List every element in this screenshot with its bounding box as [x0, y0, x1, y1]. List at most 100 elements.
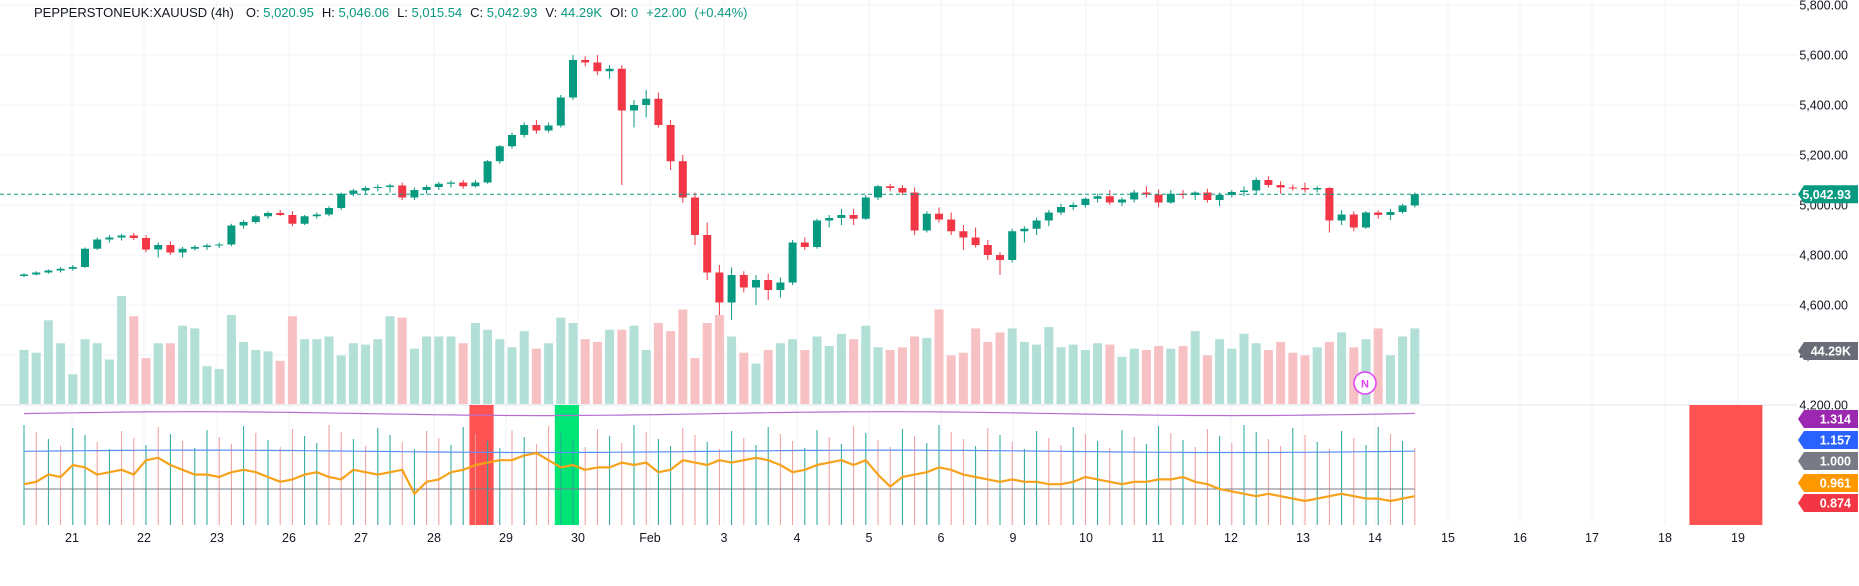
- candle-body: [251, 216, 260, 222]
- candle-body: [837, 215, 846, 218]
- volume-bar: [43, 320, 53, 404]
- time-tick-label: 30: [571, 531, 585, 545]
- oi-label: OI:: [610, 5, 628, 20]
- time-tick-label: 14: [1368, 531, 1382, 545]
- candle-body: [1276, 185, 1285, 188]
- volume-bar: [178, 325, 188, 404]
- candle-body: [1008, 231, 1017, 260]
- candle-body: [849, 215, 858, 219]
- candle-body: [93, 239, 102, 249]
- volume-bar: [458, 343, 468, 404]
- time-tick-label: 29: [499, 531, 513, 545]
- volume-bar: [361, 344, 371, 404]
- time-tick-label: 3: [721, 531, 728, 545]
- volume-bar: [153, 343, 163, 404]
- candle-body: [361, 188, 370, 191]
- volume-bar: [751, 363, 761, 404]
- candle-body: [1166, 193, 1175, 203]
- candle-body: [703, 235, 712, 273]
- candle-body: [1191, 192, 1200, 195]
- volume-bar: [629, 325, 639, 404]
- middle-band-line: [23, 449, 1415, 454]
- volume-bar: [678, 309, 688, 404]
- low-label: L:: [397, 5, 408, 20]
- candle-body: [483, 161, 492, 183]
- volume-bars: [19, 296, 1420, 404]
- close-label: C:: [470, 5, 484, 20]
- candle-body: [337, 193, 346, 208]
- volume-bar: [1312, 347, 1322, 404]
- volume-bar: [824, 345, 834, 404]
- volume-bar: [1190, 331, 1200, 404]
- volume-bar: [287, 316, 297, 404]
- candle-body: [520, 125, 529, 135]
- candle-body: [1032, 220, 1041, 229]
- candle-body: [983, 245, 992, 255]
- oscillator-badge-shape: [1798, 452, 1858, 470]
- volume-bar: [946, 355, 956, 404]
- volume-bar: [1032, 344, 1042, 404]
- close-value: 5,042.93: [486, 5, 538, 20]
- time-tick-label: 12: [1224, 531, 1238, 545]
- time-tick-label: 13: [1296, 531, 1310, 545]
- volume-bar: [226, 314, 236, 404]
- volume-bar: [1141, 350, 1151, 404]
- volume-bar: [56, 343, 66, 404]
- price-candles[interactable]: [20, 55, 1419, 320]
- volume-bar: [666, 331, 676, 404]
- time-tick-label: Feb: [639, 531, 661, 545]
- candle-body: [349, 190, 358, 194]
- candle-body: [654, 98, 663, 125]
- volume-bar: [580, 339, 590, 404]
- volume-bar: [1227, 348, 1237, 404]
- candle-body: [691, 197, 699, 235]
- time-axis[interactable]: 21 22 23 26 27 28 29 30 Feb 3 4 5 6 9 10 11 12 13 14 15 16 17…: [65, 531, 1745, 545]
- volume-bar: [129, 316, 139, 404]
- candle-body: [556, 97, 565, 126]
- open-value: 5,020.95: [263, 5, 314, 20]
- time-tick-label: 28: [427, 531, 441, 545]
- candle-body: [678, 161, 687, 198]
- symbol-legend: PEPPERSTONEUK:XAUUSD (4h) O: 5,020.95 H:…: [34, 5, 747, 20]
- candle-body: [312, 214, 321, 217]
- volume-bar: [1300, 355, 1310, 404]
- candle-body: [581, 60, 590, 63]
- news-badge[interactable]: N: [1353, 371, 1377, 395]
- candle-body: [508, 135, 516, 147]
- candle-body: [398, 185, 407, 198]
- price-tick-label: 4,800.00: [1799, 249, 1848, 263]
- candle-body: [178, 248, 187, 253]
- candle-body: [642, 98, 651, 105]
- candle-body: [739, 275, 748, 288]
- candle-body: [227, 225, 236, 245]
- volume-bar: [1105, 344, 1115, 404]
- candle-body: [166, 245, 175, 253]
- symbol-name[interactable]: PEPPERSTONEUK:XAUUSD (4h): [34, 5, 234, 20]
- candle-body: [605, 68, 614, 72]
- candle-body: [776, 282, 785, 290]
- volume-bar: [995, 332, 1005, 404]
- candle-body: [1130, 192, 1139, 200]
- time-tick-label: 6: [938, 531, 945, 545]
- candle-body: [215, 244, 224, 246]
- candle-body: [764, 280, 773, 290]
- candle-body: [727, 275, 736, 303]
- time-tick-label: 23: [210, 531, 224, 545]
- volume-bar: [68, 374, 78, 404]
- volume-bar: [861, 325, 871, 404]
- candle-body: [1264, 180, 1273, 185]
- candle-body: [1410, 194, 1419, 206]
- volume-bar: [446, 336, 456, 404]
- candle-body: [874, 186, 882, 198]
- change-value: +22.00: [646, 5, 687, 20]
- volume-bar: [1239, 333, 1249, 404]
- candle-body: [544, 125, 553, 131]
- candle-body: [1325, 188, 1334, 221]
- candle-body: [715, 272, 724, 303]
- volume-bar: [275, 360, 285, 404]
- candle-body: [495, 146, 504, 162]
- volume-bar: [1093, 343, 1103, 404]
- oscillator-badge-shape: [1798, 431, 1858, 449]
- candle-body: [203, 245, 211, 247]
